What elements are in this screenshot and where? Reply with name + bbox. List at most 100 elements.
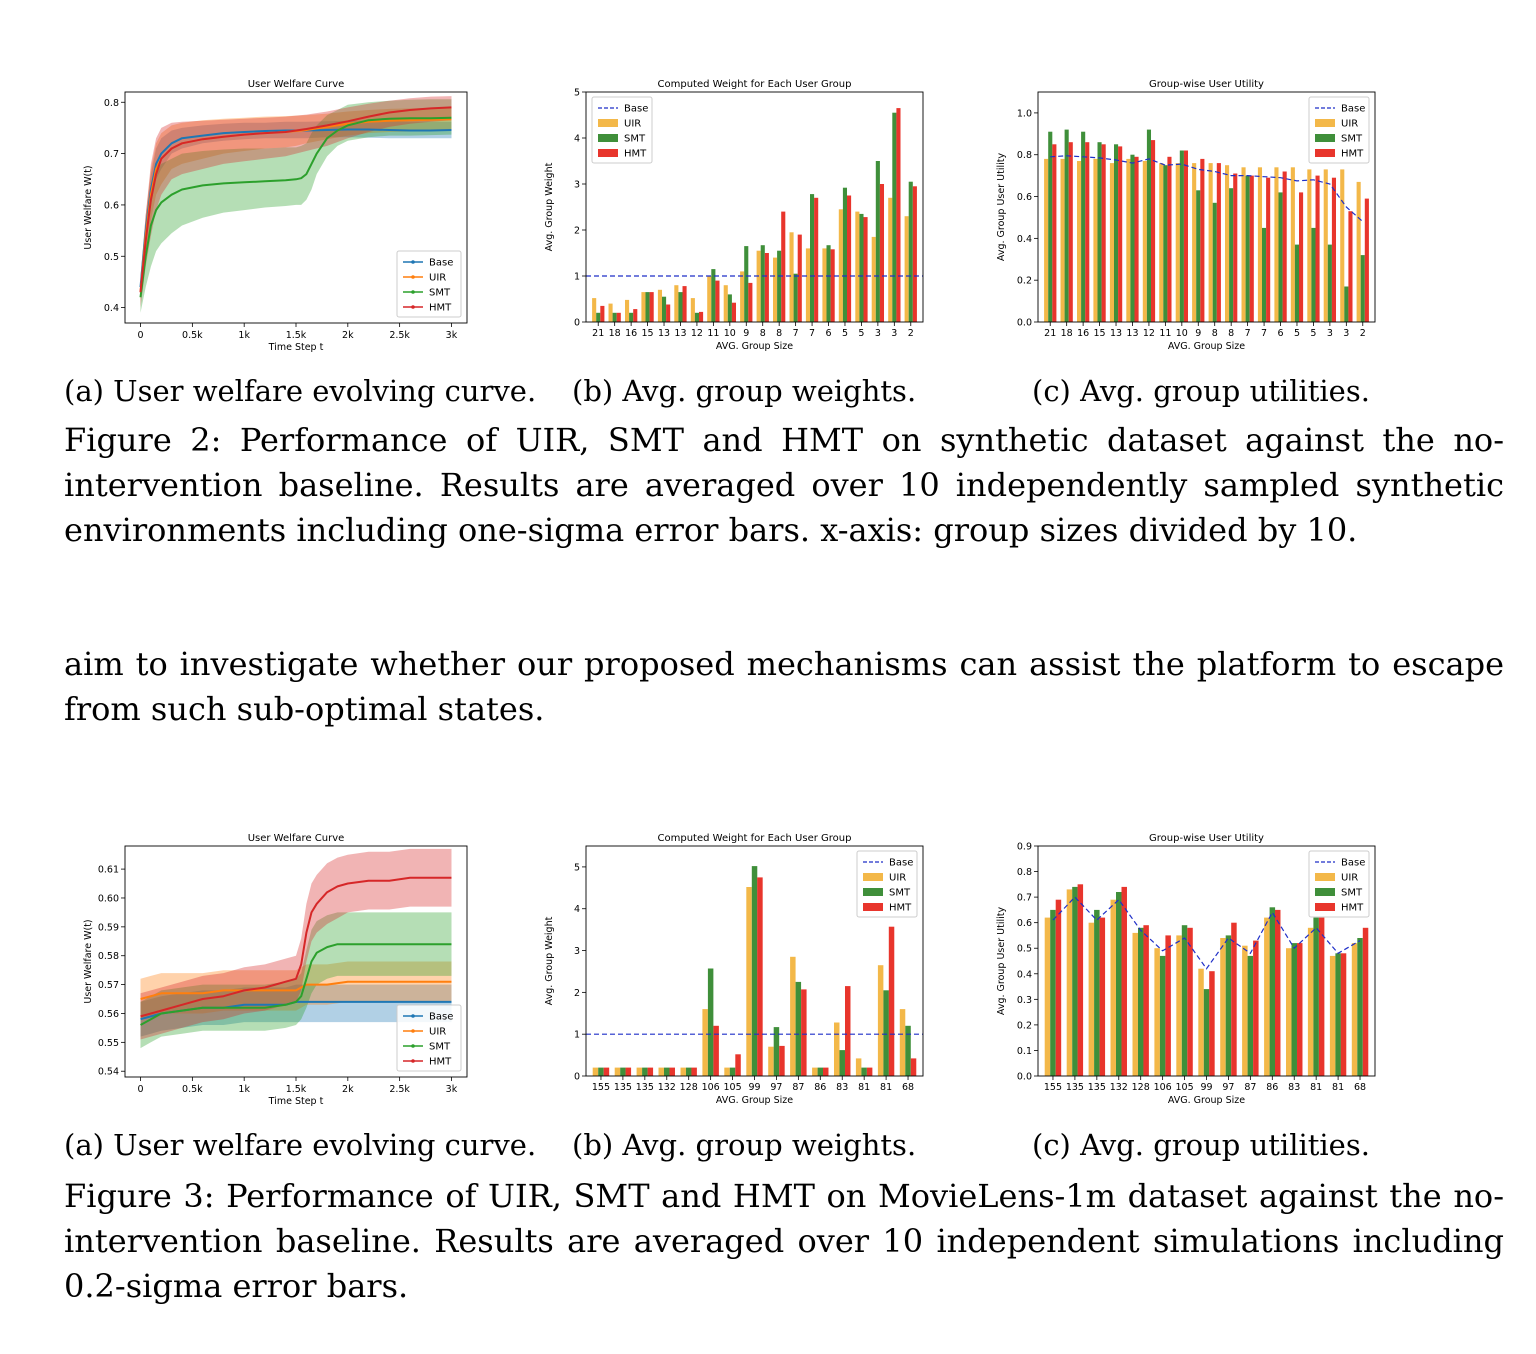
bar-uir [1142,161,1147,322]
x-tick-label: 1.5k [286,1084,307,1095]
chart-title: Group-wise User Utility [1149,833,1264,844]
bar-hmt [1055,899,1062,1076]
legend-box [856,850,918,918]
legend-marker-hmt [411,1059,415,1063]
y-tick-label: 0.8 [104,98,119,109]
figure2-utility-chart: Group-wise User Utility 0.0 0.2 0.4 0.6 0.8 1.… [996,78,1400,358]
bar-hmt [1200,158,1205,322]
bar-uir [1126,158,1131,322]
bar-hmt [1275,909,1281,1076]
plot-frame [585,91,924,323]
x-tick-label: 105 [1175,1082,1193,1093]
bar-uir [877,965,884,1076]
bar-smt [1050,909,1056,1076]
legend-swatch-smt [1315,134,1335,142]
x-tick-label: 5 [858,328,864,339]
legend-label-hmt: HMT [624,149,647,160]
y-tick-label: 0.1 [1017,1046,1032,1057]
x-tick-label: 97 [770,1082,782,1093]
plot-frame [124,91,468,324]
bar-uir [1307,927,1314,1076]
bar-hmt [1134,156,1139,322]
y-tick-label: 0.6 [1017,918,1032,929]
bar-hmt [1068,142,1073,322]
x-tick-label: 3 [891,328,897,339]
bar-hmt [715,280,720,322]
bar-hmt [633,309,638,322]
bar-hmt [1209,971,1215,1076]
bar-hmt [866,1067,873,1076]
bar-smt [892,112,897,322]
x-axis-label: AVG. Group Size [1168,1095,1245,1106]
bar-hmt [797,234,802,322]
bar-uir [1159,163,1164,322]
x-tick-label: 5 [842,328,848,339]
x-tick-label: 13 [674,328,686,339]
bar-uir [1307,169,1312,322]
bar-hmt [896,108,901,322]
series-line-hmt [140,876,452,1018]
base-utility-line [1050,155,1364,223]
legend-marker-hmt [411,305,415,309]
bar-uir [1257,167,1263,322]
plot-frame [1037,91,1376,323]
bar-uir [1323,169,1328,322]
y-tick-label: 0.5 [104,252,119,263]
bar-smt [905,1025,911,1076]
legend-label-smt: SMT [624,134,646,145]
bar-smt [859,213,864,322]
legend-swatch-smt [598,134,618,142]
bar-uir [724,1067,730,1076]
bar-hmt [649,292,654,322]
bar-hmt [1253,940,1259,1076]
figure3-weights-chart: Computed Weight for Each User Group 0 1 2 3 4… [544,832,948,1112]
y-tick-label: 3 [574,180,580,191]
x-tick-label: 81 [1310,1082,1322,1093]
body-paragraph: aim to investigate whether our proposed … [64,645,1504,728]
bar-smt [1097,142,1102,322]
y-tick-label: 0.4 [104,303,119,314]
y-tick-label: 0 [574,1072,580,1083]
bar-uir [871,236,876,322]
bar-smt [883,990,889,1076]
bar-uir [838,209,843,322]
legend-label-base: Base [429,258,453,269]
x-tick-label: 155 [592,1082,610,1093]
bar-smt [875,161,880,322]
bar-uir [746,887,752,1076]
x-tick-label: 0.5k [182,1084,203,1095]
x-tick-label: 128 [680,1082,698,1093]
bar-hmt [1282,171,1287,322]
x-tick-label: 6 [1278,328,1284,339]
series-line-base [139,128,452,288]
y-tick-label: 4 [574,134,580,145]
legend-label-uir: UIR [429,273,446,284]
bar-hmt [1121,886,1127,1076]
x-tick-label: 87 [1244,1082,1256,1093]
x-tick-label: 8 [760,328,766,339]
bar-uir [1286,948,1292,1076]
x-tick-label: 18 [609,328,621,339]
legend-label-uir: UIR [624,119,641,130]
bar-hmt [713,1025,719,1076]
x-tick-label: 7 [1245,328,1251,339]
legend-marker-smt [411,290,415,294]
legend-marker-uir [411,1029,415,1033]
bar-hmt [1187,927,1193,1076]
bar-uir [1340,169,1345,322]
bar-smt [620,1067,626,1076]
bar-hmt [1085,142,1090,322]
x-tick-label: 9 [743,328,749,339]
bar-uir [636,1067,643,1076]
y-tick-label: 0.2 [1017,276,1032,287]
bar-hmt [616,312,621,322]
x-tick-label: 12 [691,328,703,339]
bar-uir [1093,158,1098,322]
x-tick-label: 5 [1294,328,1300,339]
bar-smt [795,981,802,1076]
x-tick-label: 8 [776,328,782,339]
legend-label-base: Base [429,1012,453,1023]
bar-smt [861,1067,867,1076]
bar-smt [817,1067,824,1076]
bar-hmt [1266,177,1271,322]
